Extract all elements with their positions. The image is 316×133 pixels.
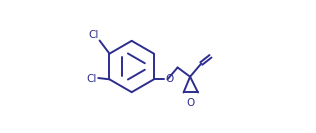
Text: O: O bbox=[187, 98, 195, 108]
Text: Cl: Cl bbox=[88, 30, 99, 40]
Text: Cl: Cl bbox=[87, 74, 97, 84]
Text: O: O bbox=[165, 74, 173, 84]
